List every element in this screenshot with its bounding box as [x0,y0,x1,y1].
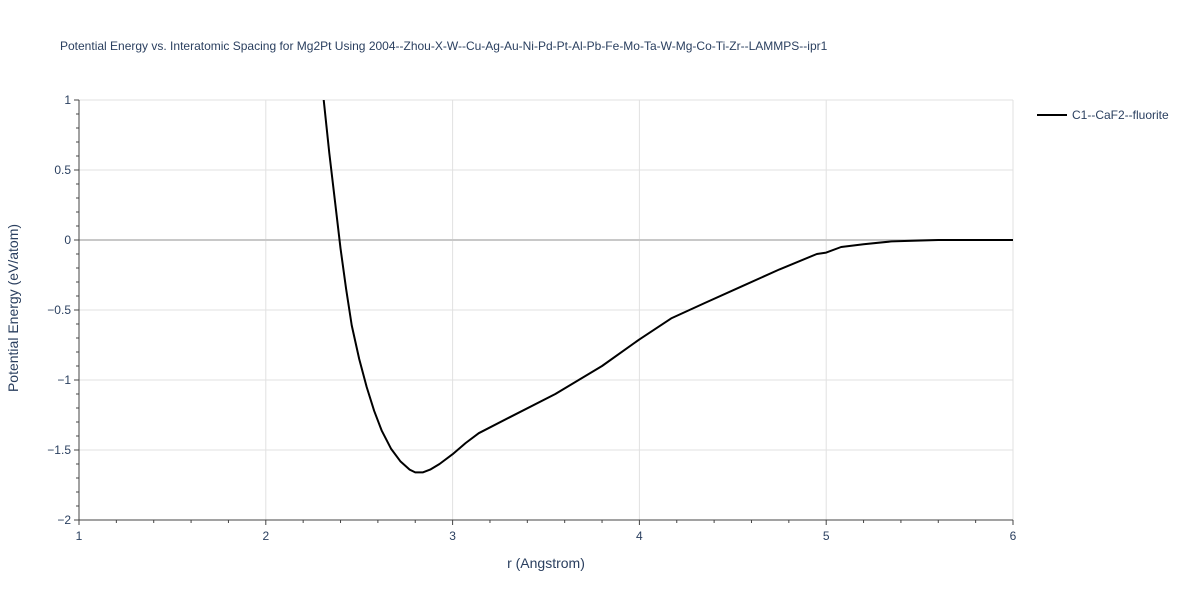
series-line [322,100,1013,474]
x-tick-label: 2 [262,529,269,543]
y-axis-ticks: −2 −1.5 −1 −0.5 0 0.5 1 [47,93,79,527]
y-tick-label: 0 [64,233,71,247]
y-tick-label: −2 [57,513,71,527]
x-tick-label: 6 [1010,529,1017,543]
legend[interactable]: C1--CaF2--fluorite [1037,108,1169,122]
plot-area [322,100,1013,474]
legend-label: C1--CaF2--fluorite [1072,108,1169,122]
y-tick-label: −0.5 [47,303,71,317]
x-tick-label: 4 [636,529,643,543]
y-tick-label: 0.5 [54,163,71,177]
chart-title: Potential Energy vs. Interatomic Spacing… [60,39,828,53]
series-group [322,100,1013,474]
x-tick-label: 3 [449,529,456,543]
y-axis-title: Potential Energy (eV/atom) [5,224,21,392]
legend-item[interactable]: C1--CaF2--fluorite [1037,108,1169,122]
y-tick-label: 1 [64,93,71,107]
y-grid [79,99,1013,451]
x-tick-label: 1 [76,529,83,543]
x-axis-ticks: 1 2 3 4 5 6 [76,520,1017,543]
x-tick-label: 5 [823,529,830,543]
y-tick-label: −1 [57,373,71,387]
x-axis-title: r (Angstrom) [507,555,585,571]
y-tick-label: −1.5 [47,443,71,457]
